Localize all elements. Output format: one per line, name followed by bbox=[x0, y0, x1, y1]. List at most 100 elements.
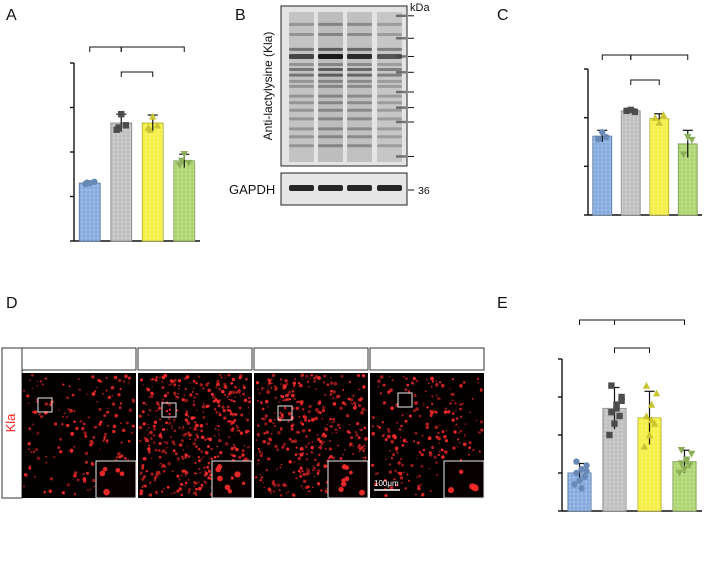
micro-dot-2-84 bbox=[361, 407, 365, 411]
micro-dot-3-133 bbox=[400, 424, 403, 428]
micro-dot-1-70 bbox=[233, 385, 237, 389]
micro-dot-2-27 bbox=[279, 466, 282, 469]
micro-dot-0-175 bbox=[53, 455, 56, 459]
micro-inset-dot-3-2 bbox=[459, 469, 464, 474]
panel-letter-a: A bbox=[6, 7, 17, 24]
micro-dot-1-48 bbox=[241, 453, 245, 457]
micro-dot-3-186 bbox=[374, 482, 378, 486]
micro-dot-3-137 bbox=[427, 436, 432, 441]
blot-band-0-9 bbox=[289, 94, 314, 98]
micro-dot-3-11 bbox=[425, 425, 429, 429]
micro-dot-0-19 bbox=[87, 416, 90, 419]
micro-dot-1-425 bbox=[173, 443, 176, 446]
micro-dot-0-140 bbox=[87, 489, 89, 492]
micro-dot-3-155 bbox=[381, 434, 385, 438]
micro-dot-2-279 bbox=[303, 487, 305, 489]
micro-dot-2-353 bbox=[300, 373, 305, 377]
micro-dot-1-337 bbox=[161, 376, 166, 380]
blot-kla-membrane bbox=[280, 5, 408, 167]
micro-dot-2-313 bbox=[363, 426, 367, 430]
micro-dot-1-455 bbox=[215, 424, 217, 427]
micro-dot-1-91 bbox=[138, 425, 143, 430]
micro-dot-2-247 bbox=[307, 410, 311, 414]
micro-dot-2-21 bbox=[313, 466, 316, 469]
micro-dot-0-133 bbox=[89, 443, 93, 447]
micro-dot-3-168 bbox=[405, 377, 408, 380]
chartE-point-1-1 bbox=[611, 420, 618, 427]
micro-dot-2-240 bbox=[257, 447, 260, 450]
chartC-point-1-2 bbox=[631, 108, 639, 116]
blot-band-0-14 bbox=[289, 135, 314, 139]
micro-dot-0-167 bbox=[73, 493, 77, 496]
chartE-point-2-6 bbox=[642, 381, 651, 389]
micro-dot-2-198 bbox=[297, 382, 301, 385]
micro-dot-1-139 bbox=[183, 394, 186, 397]
micro-dot-2-371 bbox=[319, 445, 323, 449]
micro-dot-1-173 bbox=[196, 409, 198, 411]
micro-dot-1-30 bbox=[231, 377, 236, 382]
micro-dot-3-89 bbox=[395, 449, 398, 452]
chartE-point-3-6 bbox=[677, 447, 686, 454]
chartC-point-2-2 bbox=[659, 111, 668, 118]
micro-dot-3-191 bbox=[410, 463, 414, 468]
micro-dot-1-196 bbox=[157, 406, 162, 410]
chartE-point-0-8 bbox=[583, 467, 590, 475]
micro-dot-3-44 bbox=[459, 429, 463, 433]
micro-dot-1-341 bbox=[187, 479, 190, 481]
micro-dot-3-95 bbox=[435, 461, 438, 464]
micro-dot-1-262 bbox=[195, 487, 198, 491]
micro-dot-1-223 bbox=[166, 428, 168, 431]
micro-dot-2-330 bbox=[259, 450, 261, 452]
micro-dot-1-352 bbox=[161, 425, 163, 427]
micro-dot-3-70 bbox=[400, 481, 403, 485]
micro-dot-2-108 bbox=[265, 430, 269, 435]
chartA-point-0-2 bbox=[91, 178, 98, 186]
micro-inset-dot-1-5 bbox=[216, 463, 223, 470]
micro-dot-3-135 bbox=[420, 452, 424, 457]
micro-dot-2-284 bbox=[286, 397, 290, 401]
micro-dot-1-136 bbox=[161, 449, 165, 454]
micro-dot-1-12 bbox=[176, 489, 180, 493]
micro-dot-2-226 bbox=[354, 431, 357, 434]
micro-dot-1-169 bbox=[221, 389, 225, 394]
chart-c-kla-ratio bbox=[584, 54, 702, 216]
micro-dot-3-193 bbox=[402, 439, 407, 443]
micro-dot-0-128 bbox=[65, 415, 68, 419]
micro-dot-2-290 bbox=[257, 423, 259, 425]
micro-dot-2-347 bbox=[321, 417, 324, 420]
micro-dot-1-322 bbox=[243, 445, 245, 447]
micro-dot-3-101 bbox=[382, 401, 387, 405]
micro-dot-3-7 bbox=[455, 416, 459, 420]
chartE-point-0-4 bbox=[578, 466, 585, 473]
micro-dot-3-204 bbox=[383, 478, 387, 483]
micro-dot-0-154 bbox=[67, 450, 70, 452]
micro-dot-2-345 bbox=[280, 415, 285, 419]
micro-dot-1-285 bbox=[215, 411, 218, 414]
micro-dot-0-134 bbox=[76, 478, 80, 482]
blot-ladder-band-5 bbox=[396, 106, 406, 109]
micro-dot-1-178 bbox=[192, 400, 195, 403]
micro-dot-2-66 bbox=[276, 448, 280, 452]
micro-dot-3-68 bbox=[455, 423, 458, 426]
micro-dot-1-312 bbox=[171, 440, 176, 444]
micro-dot-2-351 bbox=[309, 441, 311, 444]
micro-dot-1-379 bbox=[200, 429, 204, 433]
micro-dot-1-358 bbox=[216, 382, 220, 387]
micro-dot-2-116 bbox=[321, 405, 326, 410]
micro-dot-1-177 bbox=[191, 390, 194, 393]
blot-band-0-15 bbox=[289, 144, 314, 148]
micro-dot-2-224 bbox=[281, 445, 285, 449]
micro-dot-2-223 bbox=[314, 458, 317, 462]
micro-dot-3-197 bbox=[404, 419, 408, 423]
micro-dot-2-163 bbox=[263, 432, 266, 435]
micro-dot-2-374 bbox=[349, 381, 352, 384]
micro-dot-2-288 bbox=[297, 400, 301, 404]
micro-dot-1-191 bbox=[143, 437, 147, 440]
micro-dot-2-23 bbox=[261, 407, 265, 411]
micro-dot-2-278 bbox=[273, 418, 276, 421]
micro-dot-2-250 bbox=[304, 418, 308, 422]
blot-band-2-14 bbox=[347, 135, 372, 139]
micro-dot-1-354 bbox=[218, 439, 222, 443]
micro-dot-2-363 bbox=[268, 437, 272, 441]
micro-dot-3-105 bbox=[452, 446, 456, 450]
